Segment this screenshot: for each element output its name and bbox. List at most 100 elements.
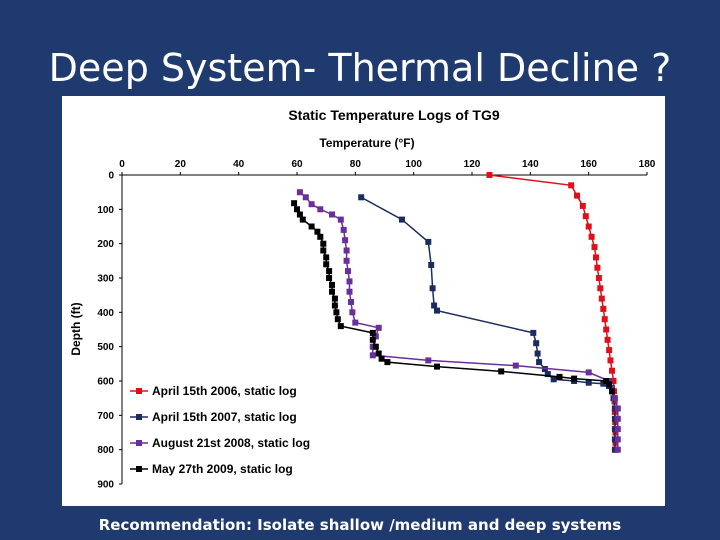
data-point bbox=[296, 211, 303, 218]
data-point bbox=[594, 264, 601, 271]
data-point bbox=[603, 326, 610, 333]
data-point bbox=[334, 316, 341, 323]
x-tick-label: 160 bbox=[580, 159, 597, 170]
data-point bbox=[428, 262, 435, 268]
data-point bbox=[378, 355, 385, 362]
chart-series bbox=[291, 172, 621, 453]
data-point bbox=[606, 347, 613, 354]
data-point bbox=[331, 295, 338, 302]
x-tick-label: 20 bbox=[175, 159, 187, 170]
legend-item: May 27th 2009, static log bbox=[130, 462, 293, 476]
data-point bbox=[369, 329, 376, 336]
x-axis-label: Temperature (°F) bbox=[319, 136, 414, 150]
data-point bbox=[326, 275, 333, 281]
slide-footer: Recommendation: Isolate shallow /medium … bbox=[98, 516, 622, 534]
data-point bbox=[606, 381, 613, 388]
data-point bbox=[614, 426, 621, 433]
data-point bbox=[486, 172, 493, 178]
data-point bbox=[534, 350, 541, 357]
data-point bbox=[425, 357, 432, 364]
series-0 bbox=[486, 172, 619, 453]
data-point bbox=[343, 247, 350, 254]
data-point bbox=[595, 275, 602, 281]
data-point bbox=[536, 359, 543, 366]
y-tick-label: 100 bbox=[97, 205, 114, 216]
data-point bbox=[544, 371, 551, 378]
data-point bbox=[614, 405, 621, 412]
data-point bbox=[614, 415, 621, 422]
x-tick-label: 180 bbox=[639, 159, 656, 170]
legend-swatch-marker bbox=[136, 414, 142, 420]
chart-legend: April 15th 2006, static log April 15th 20… bbox=[130, 384, 310, 476]
data-point bbox=[512, 362, 519, 369]
legend-swatch-marker bbox=[136, 440, 142, 446]
data-point bbox=[348, 299, 354, 305]
series-2 bbox=[296, 189, 621, 453]
data-point bbox=[323, 261, 330, 268]
legend-label: April 15th 2007, static log bbox=[152, 410, 297, 424]
x-tick-label: 100 bbox=[405, 159, 422, 170]
x-tick-label: 0 bbox=[119, 159, 125, 170]
data-point bbox=[345, 268, 351, 275]
data-point bbox=[369, 336, 376, 343]
data-point bbox=[579, 202, 586, 209]
legend-item: April 15th 2007, static log bbox=[130, 410, 297, 424]
data-point bbox=[600, 305, 607, 312]
data-point bbox=[331, 302, 338, 309]
series-line bbox=[299, 191, 619, 450]
data-point bbox=[614, 446, 621, 453]
data-point bbox=[329, 211, 335, 218]
legend-label: August 21st 2008, static log bbox=[152, 436, 310, 450]
data-point bbox=[320, 247, 327, 254]
data-point bbox=[431, 302, 438, 309]
data-point bbox=[352, 319, 359, 326]
chart-panel: Static Temperature Logs of TG9 Temperatur… bbox=[62, 96, 665, 506]
x-tick-label: 80 bbox=[350, 159, 362, 170]
data-point bbox=[611, 395, 618, 402]
y-tick-label: 400 bbox=[97, 308, 114, 319]
data-point bbox=[585, 379, 592, 386]
x-tick-label: 140 bbox=[522, 159, 539, 170]
y-tick-label: 300 bbox=[97, 274, 114, 285]
y-tick-label: 800 bbox=[97, 445, 114, 456]
data-point bbox=[291, 200, 298, 207]
data-point bbox=[568, 182, 575, 189]
y-tick-label: 200 bbox=[97, 239, 114, 250]
data-point bbox=[323, 254, 330, 261]
data-point bbox=[607, 357, 614, 364]
data-point bbox=[609, 388, 615, 395]
series-1 bbox=[358, 194, 618, 453]
data-point bbox=[498, 368, 505, 375]
data-point bbox=[614, 436, 621, 443]
data-point bbox=[585, 223, 592, 230]
data-point bbox=[329, 281, 335, 288]
legend-item: April 15th 2006, static log bbox=[130, 384, 297, 398]
data-point bbox=[349, 309, 356, 316]
data-point bbox=[530, 329, 537, 336]
data-point bbox=[425, 238, 432, 245]
data-point bbox=[588, 233, 595, 240]
data-point bbox=[337, 216, 344, 223]
data-point bbox=[333, 309, 340, 316]
data-point bbox=[358, 194, 365, 201]
y-tick-label: 900 bbox=[97, 480, 114, 491]
data-point bbox=[372, 333, 379, 340]
data-point bbox=[434, 363, 440, 370]
y-tick-label: 700 bbox=[97, 411, 114, 422]
chart: Static Temperature Logs of TG9 Temperatur… bbox=[69, 107, 656, 491]
data-point bbox=[434, 307, 440, 314]
data-point bbox=[346, 288, 353, 295]
data-point bbox=[343, 257, 350, 264]
chart-axes: Static Temperature Logs of TG9 Temperatur… bbox=[69, 107, 656, 491]
data-point bbox=[299, 216, 306, 223]
y-tick-label: 500 bbox=[97, 342, 114, 353]
x-tick-label: 40 bbox=[233, 159, 245, 170]
x-tick-label: 60 bbox=[291, 159, 303, 170]
data-point bbox=[340, 226, 347, 233]
legend-label: April 15th 2006, static log bbox=[152, 384, 297, 398]
data-point bbox=[375, 324, 382, 331]
y-tick-label: 600 bbox=[97, 377, 114, 388]
data-point bbox=[314, 228, 321, 235]
data-point bbox=[317, 206, 324, 213]
data-point bbox=[574, 192, 580, 199]
